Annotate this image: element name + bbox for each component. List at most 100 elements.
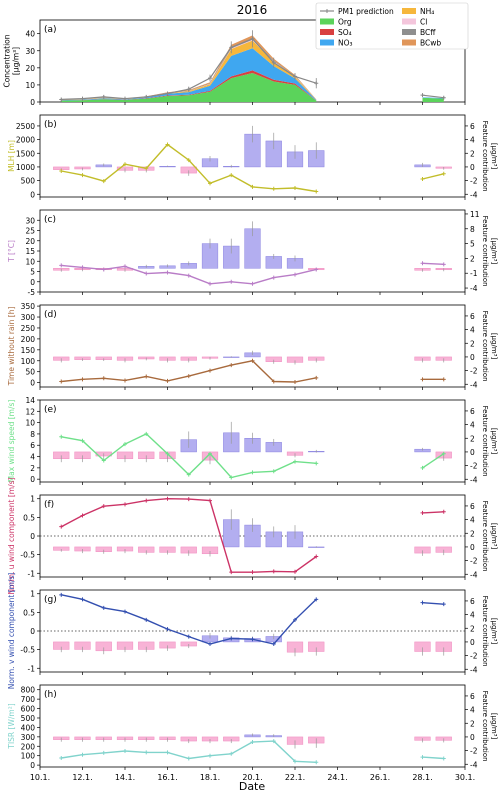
- prediction-point: [80, 96, 85, 101]
- panel-label: (g): [44, 595, 57, 605]
- prediction-point: [229, 45, 234, 50]
- feature-tick-label: 4: [470, 421, 475, 430]
- figure-title: 2016: [237, 3, 268, 17]
- y-tick-label: 700: [21, 695, 36, 704]
- feature-line-extra: [422, 756, 444, 760]
- feature-point: [123, 442, 127, 447]
- feature-tick-label: 4: [470, 326, 475, 335]
- feature-point: [101, 458, 106, 463]
- area-Org: [61, 73, 317, 102]
- y-axis-label: [µg/m³]: [12, 47, 21, 75]
- feature-point: [101, 267, 106, 272]
- y-tick-label: 0.5: [23, 513, 35, 522]
- feature-point: [123, 502, 127, 507]
- legend-swatch-SO4: [320, 29, 334, 35]
- feature-point: [208, 753, 212, 758]
- feature-point: [293, 759, 297, 764]
- y-axis-label: Max wind speed [m/s]: [7, 400, 16, 483]
- feature-line-extra: [422, 511, 444, 514]
- feature-tick-label: 2: [470, 434, 475, 443]
- feature-tick-label: -4: [470, 665, 478, 674]
- feature-axis-unit: [µg/m³]: [490, 713, 498, 740]
- feature-tick-label: 6: [470, 312, 475, 321]
- legend-label: Cl: [420, 18, 427, 27]
- feature-point: [144, 750, 149, 755]
- y-tick-label: 10: [25, 419, 35, 428]
- feature-point: [314, 189, 319, 194]
- x-tick-label: 12.1.: [72, 773, 92, 782]
- prediction-point: [420, 93, 425, 98]
- panel-label: (c): [44, 215, 56, 225]
- y-tick-label: 400: [21, 723, 36, 732]
- legend-label: NH₄: [420, 7, 434, 16]
- feature-axis-unit: [µg/m³]: [490, 428, 498, 455]
- feature-point: [314, 375, 319, 380]
- feature-point: [441, 602, 446, 607]
- feature-tick-label: 6: [470, 692, 475, 701]
- x-axis-label: Date: [239, 780, 266, 793]
- y-tick-label: -1: [28, 569, 36, 578]
- y-axis-label: Concentration: [3, 34, 12, 87]
- y-tick-label: 2000: [16, 136, 35, 145]
- feature-tick-label: -4: [470, 284, 478, 293]
- feature-point: [441, 509, 446, 514]
- feature-point: [144, 431, 149, 436]
- feature-axis-unit: [µg/m³]: [490, 523, 498, 550]
- feature-point: [314, 461, 319, 466]
- legend-label: BCff: [420, 28, 436, 37]
- feature-point: [250, 358, 255, 363]
- panel-label: (b): [44, 120, 57, 130]
- feature-line-extra: [422, 602, 444, 605]
- feature-point: [250, 570, 255, 575]
- feature-tick-label: -1: [470, 269, 478, 278]
- feature-point: [293, 185, 297, 190]
- feature-point: [271, 469, 276, 474]
- y-tick-label: 100: [21, 357, 36, 366]
- y-tick-label: 50: [25, 368, 35, 377]
- y-axis-label: T [°C]: [7, 240, 16, 263]
- x-tick-label: 14.1.: [115, 773, 135, 782]
- y-tick-label: 6: [30, 441, 35, 450]
- y-tick-label: 8: [30, 430, 35, 439]
- feature-point: [123, 378, 127, 383]
- y-tick-label: 14: [25, 396, 35, 405]
- y-axis-label: TISR [W/m²]: [7, 703, 16, 749]
- feature-point: [441, 262, 446, 267]
- prediction-point: [293, 74, 297, 79]
- feature-tick-label: 4: [470, 516, 475, 525]
- panel-label: (e): [44, 405, 57, 415]
- feature-tick-label: 2: [470, 719, 475, 728]
- feature-point: [144, 617, 149, 622]
- area-extra-Org: [422, 97, 444, 102]
- feature-tick-label: -2: [470, 557, 478, 566]
- feature-point: [186, 472, 191, 477]
- feature-tick-label: 8: [470, 225, 475, 234]
- prediction-line: [422, 94, 444, 99]
- feature-point: [186, 634, 191, 639]
- y-tick-label: 0: [30, 627, 35, 636]
- feature-point: [420, 377, 425, 382]
- panel-label: (f): [44, 500, 54, 510]
- legend-label: SO₄: [338, 28, 352, 37]
- panel-label: (a): [44, 25, 57, 35]
- feature-point: [420, 176, 425, 181]
- y-tick-label: 0: [30, 379, 35, 388]
- y-axis-label: Norm. u wind component [m/s]: [7, 477, 16, 594]
- feature-point: [293, 272, 297, 277]
- legend-swatch-Org: [320, 18, 334, 25]
- feature-point: [293, 379, 297, 384]
- y-axis-label: MLH [m]: [7, 140, 16, 172]
- feature-point: [101, 750, 106, 755]
- feature-point: [293, 617, 297, 622]
- feature-point: [123, 609, 127, 614]
- prediction-point: [123, 96, 127, 101]
- panel-f: -1 -0.5 0 0.5 1 (f) Norm. u wind component [m/…: [7, 477, 498, 594]
- x-tick-label: 26.1.: [370, 773, 390, 782]
- y-axis-label: Norm. v wind component [m/s]: [7, 573, 16, 690]
- feature-axis-unit: [µg/m³]: [490, 333, 498, 360]
- feature-tick-label: 0: [470, 353, 475, 362]
- feature-tick-label: -4: [470, 570, 478, 579]
- x-tick-label: 10.1.: [30, 773, 50, 782]
- feature-point: [80, 513, 85, 518]
- feature-axis-unit: [µg/m³]: [490, 238, 498, 265]
